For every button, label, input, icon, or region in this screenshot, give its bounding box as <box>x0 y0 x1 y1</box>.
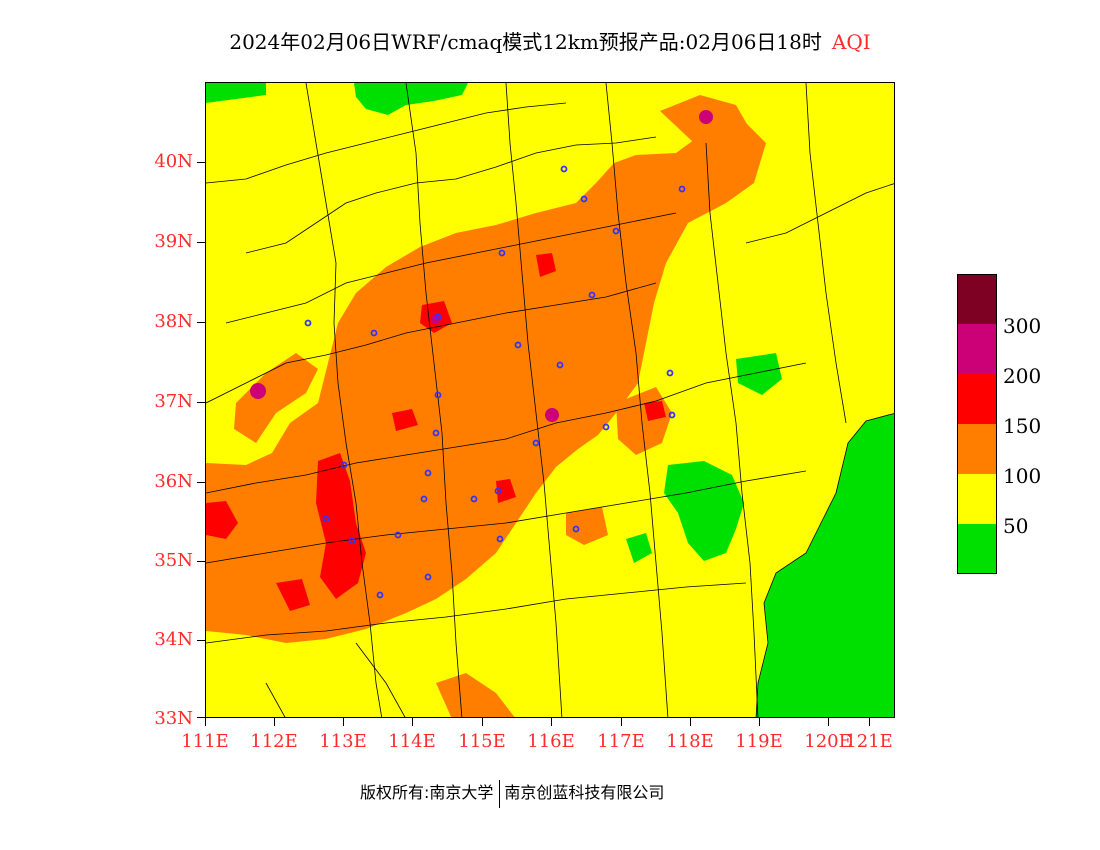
lat-tick <box>197 640 205 641</box>
lat-tick <box>197 242 205 243</box>
aqi-purple-hotspot-2 <box>545 408 559 422</box>
lon-label-113e: 113E <box>319 731 367 752</box>
lat-label-37n: 37N <box>154 391 193 412</box>
lat-label-34n: 34N <box>154 629 193 650</box>
map-title: 2024年02月06日WRF/cmaq模式12km预报产品:02月06日18时 A… <box>0 26 1100 55</box>
lat-label-39n: 39N <box>154 231 193 252</box>
lon-tick <box>690 718 691 726</box>
aqi-red-region-southwest <box>316 453 366 599</box>
lat-label-36n: 36N <box>154 471 193 492</box>
aqi-red-region-mid <box>496 479 516 503</box>
lon-tick <box>869 718 870 726</box>
lat-label-38n: 38N <box>154 311 193 332</box>
copyright-footer: 版权所有:南京大学 南京创蓝科技有限公司 <box>360 779 664 808</box>
aqi-orange-region-west <box>234 353 318 443</box>
legend-label-150: 150 <box>1003 414 1042 438</box>
legend-swatch-red <box>957 374 997 424</box>
lon-label-112e: 112E <box>250 731 298 752</box>
aqi-red-region-east <box>536 253 556 277</box>
legend-swatch-purple <box>957 324 997 374</box>
aqi-purple-hotspot-3 <box>699 110 713 124</box>
lon-tick <box>205 718 206 726</box>
aqi-red-region-mid2 <box>392 409 418 431</box>
aqi-orange-region-patch <box>566 507 608 545</box>
aqi-green-region-coast <box>756 413 894 717</box>
lat-label-33n: 33N <box>154 708 193 729</box>
boundary-lines <box>206 83 894 717</box>
lon-label-115e: 115E <box>458 731 506 752</box>
lon-label-117e: 117E <box>597 731 645 752</box>
lon-label-121e: 121E <box>845 731 893 752</box>
lat-label-35n: 35N <box>154 550 193 571</box>
aqi-green-region-patch <box>626 533 652 563</box>
lon-label-116e: 116E <box>527 731 575 752</box>
legend-label-300: 300 <box>1003 314 1042 338</box>
legend-swatch-green <box>957 524 997 574</box>
aqi-green-region-northwest <box>206 83 266 103</box>
lat-label-40n: 40N <box>154 151 193 172</box>
lat-tick <box>197 402 205 403</box>
legend-swatch-maroon <box>957 274 997 324</box>
aqi-green-region-north <box>354 83 468 115</box>
lon-tick <box>759 718 760 726</box>
lat-tick <box>197 717 205 718</box>
lon-tick <box>551 718 552 726</box>
lon-tick <box>621 718 622 726</box>
lat-tick <box>197 561 205 562</box>
company-text: 南京创蓝科技有限公司 <box>504 783 665 802</box>
legend-label-50: 50 <box>1003 514 1029 538</box>
aqi-red-region-coast <box>644 401 666 421</box>
aqi-red-region-west <box>206 501 238 539</box>
lon-tick <box>343 718 344 726</box>
lat-tick <box>197 322 205 323</box>
legend-swatch-orange <box>957 424 997 474</box>
lon-tick <box>412 718 413 726</box>
lon-label-118e: 118E <box>666 731 714 752</box>
lon-tick <box>274 718 275 726</box>
aqi-map[interactable] <box>205 82 895 718</box>
copyright-text: 版权所有:南京大学 <box>360 783 494 802</box>
aqi-purple-hotspot-1 <box>250 383 266 399</box>
aqi-red-region-small1 <box>276 579 310 611</box>
station-markers <box>304 165 686 599</box>
legend-swatch-yellow <box>957 474 997 524</box>
product-label: AQI <box>831 30 871 54</box>
lat-tick <box>197 482 205 483</box>
aqi-color-legend <box>957 274 997 574</box>
lon-label-119e: 119E <box>735 731 783 752</box>
aqi-green-region-inland <box>664 461 744 561</box>
legend-label-100: 100 <box>1003 464 1042 488</box>
lon-tick <box>828 718 829 726</box>
footer-divider <box>499 779 501 808</box>
lat-tick <box>197 162 205 163</box>
title-text: 2024年02月06日WRF/cmaq模式12km预报产品:02月06日18时 <box>229 30 822 54</box>
legend-label-200: 200 <box>1003 364 1042 388</box>
aqi-orange-region-south <box>436 673 515 717</box>
lon-tick <box>482 718 483 726</box>
lon-label-120e: 120E <box>804 731 852 752</box>
lon-label-114e: 114E <box>388 731 436 752</box>
lon-label-111e: 111E <box>181 731 229 752</box>
aqi-green-region-small <box>736 353 782 395</box>
